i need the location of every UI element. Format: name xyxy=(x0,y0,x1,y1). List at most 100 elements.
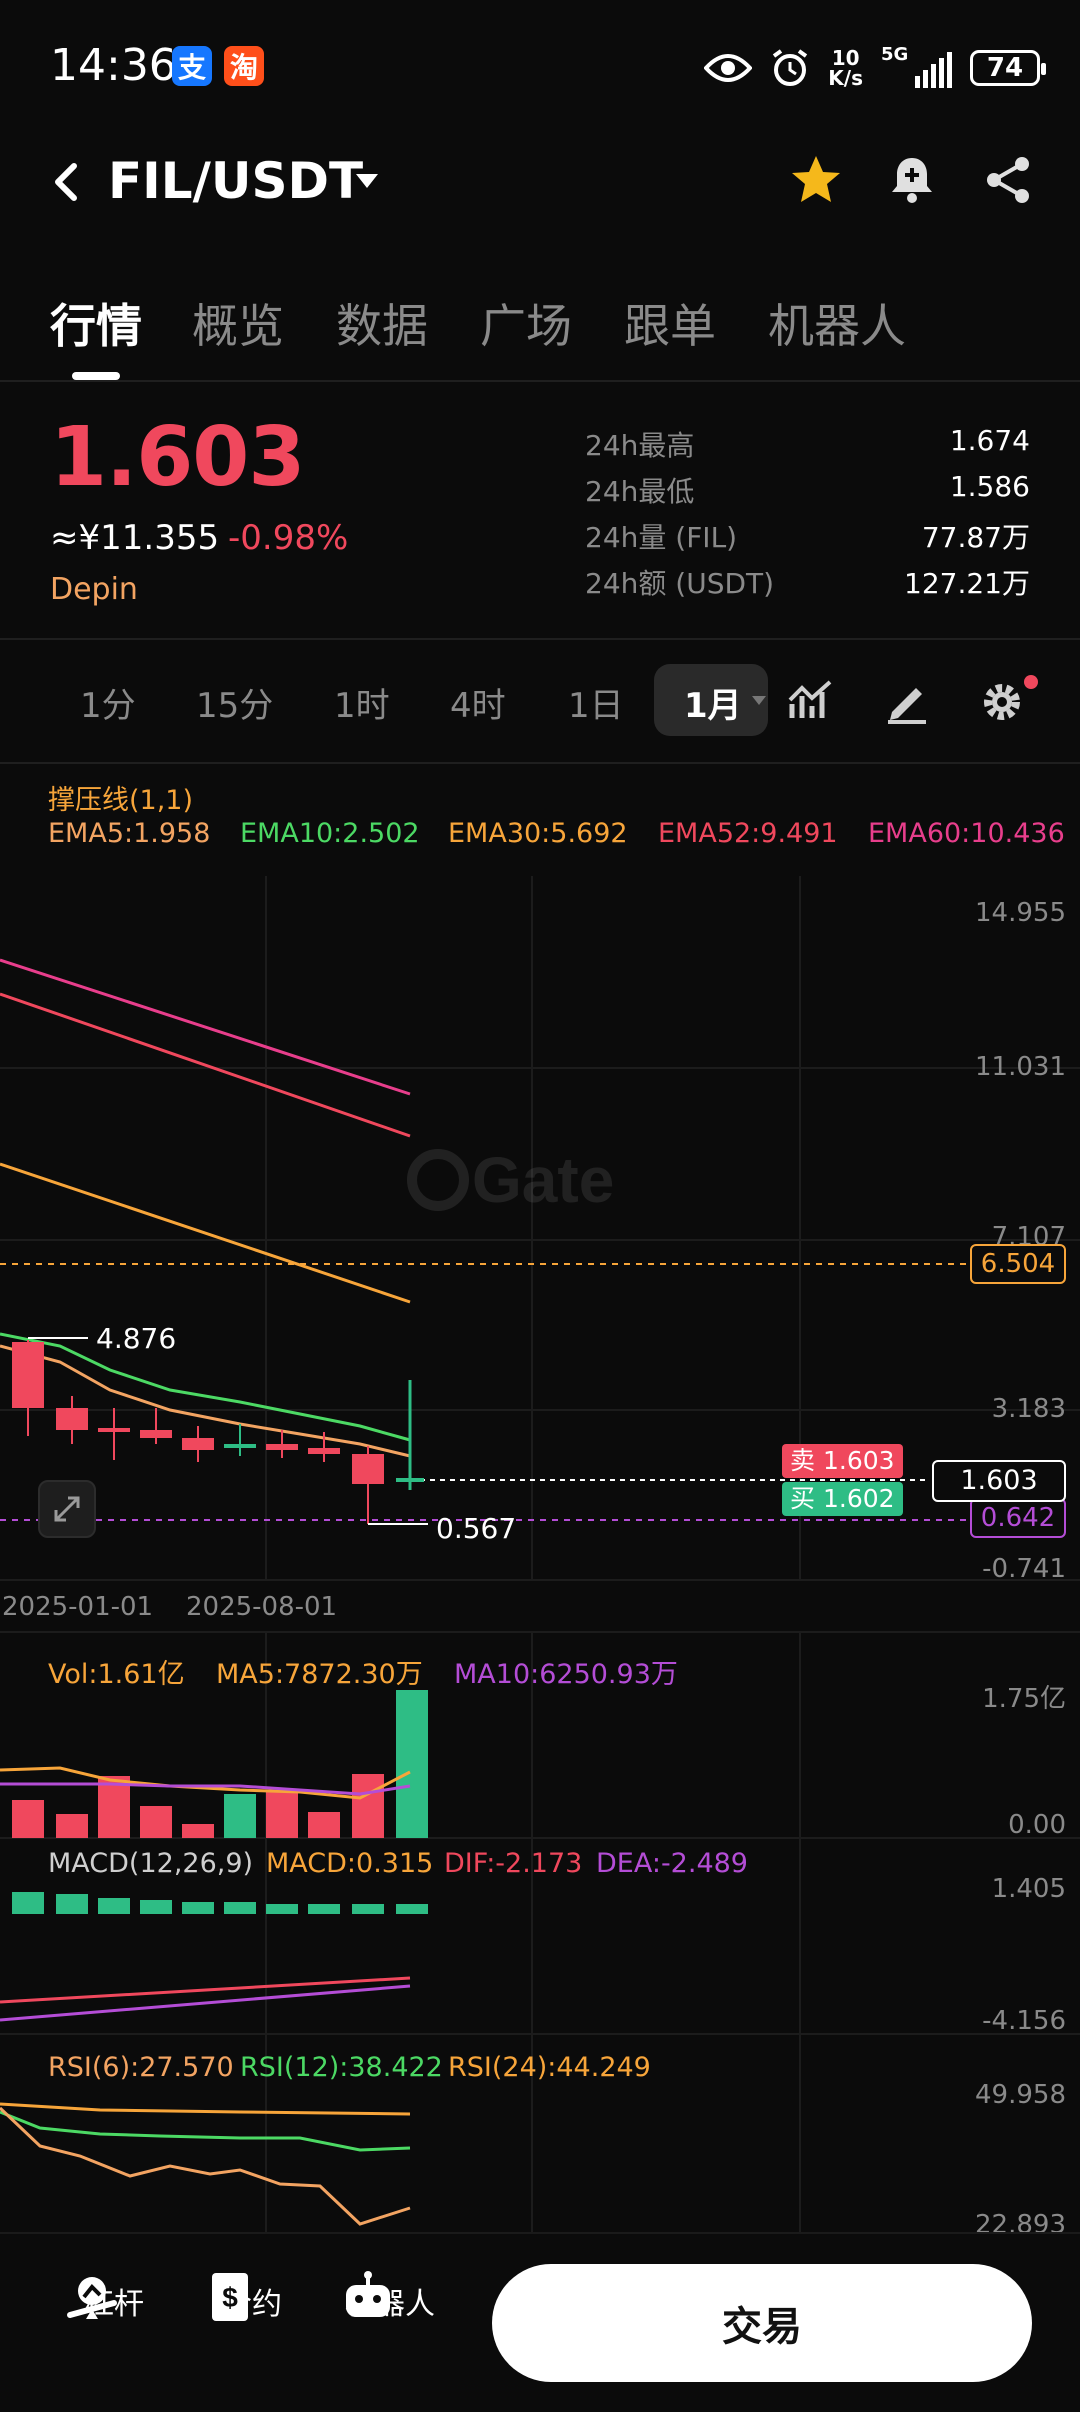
stat-value-high: 1.674 xyxy=(949,424,1030,457)
bid-tag: 买 1.602 xyxy=(782,1482,903,1516)
ema52-line xyxy=(0,992,411,1138)
caret-down-icon xyxy=(752,696,766,705)
pair-title[interactable]: FIL/USDT xyxy=(108,152,364,210)
bottom-action-bar: 杠杆 $ 合约 机器人 交易 xyxy=(0,2232,1080,2412)
volume-bars xyxy=(12,1690,428,1838)
nav-robot[interactable]: 机器人 xyxy=(340,2269,440,2323)
chart-grid xyxy=(0,876,1080,2232)
interval-1m[interactable]: 1分 xyxy=(80,686,136,726)
active-tab-indicator xyxy=(72,372,120,380)
taobao-icon: 淘 xyxy=(224,46,264,86)
chevron-down-icon[interactable] xyxy=(356,174,378,188)
volume-y-top: 1.75亿 xyxy=(982,1684,1066,1714)
tab-square[interactable]: 广场 xyxy=(480,299,572,353)
x-tick-2: 2025-08-01 xyxy=(186,1592,338,1622)
resistance-price-label: 6.504 xyxy=(970,1244,1066,1284)
y-tick-2: 11.031 xyxy=(975,1052,1066,1082)
contract-icon: $ xyxy=(212,2273,248,2321)
fullscreen-button[interactable] xyxy=(38,1480,96,1538)
divider xyxy=(0,380,1080,382)
svg-text:$: $ xyxy=(222,2282,238,2313)
tab-data[interactable]: 数据 xyxy=(336,299,428,353)
gate-watermark: Gate xyxy=(407,1144,614,1216)
ema52-legend: EMA52:9.491 xyxy=(658,818,838,849)
ema5-legend: EMA5:1.958 xyxy=(48,818,211,849)
alarm-icon xyxy=(773,49,808,86)
category-tag[interactable]: Depin xyxy=(50,572,138,607)
macd-title: MACD(12,26,9) xyxy=(48,1848,254,1879)
bid-label: 买 xyxy=(790,1484,816,1513)
indicator-title: 撑压线(1,1) xyxy=(48,785,194,816)
interval-month[interactable]: 1月 xyxy=(654,664,768,736)
macd-dea: DEA:-2.489 xyxy=(596,1848,748,1879)
nav-leverage[interactable]: 杠杆 xyxy=(64,2269,164,2323)
price-change: -0.98% xyxy=(228,518,349,558)
status-bar: 14:36 支 淘 10 K/s 5G 74 xyxy=(0,0,1080,130)
support-price-label: 0.642 xyxy=(970,1498,1066,1538)
interval-4h[interactable]: 4时 xyxy=(450,686,506,726)
tab-overview[interactable]: 概览 xyxy=(192,299,284,353)
share-icon[interactable] xyxy=(980,152,1036,208)
ema10-line xyxy=(0,1332,411,1442)
nav-contract[interactable]: $ 合约 xyxy=(202,2269,302,2323)
candles xyxy=(12,1340,424,1524)
back-arrow-icon[interactable] xyxy=(50,160,82,204)
rsi-y-top: 49.958 xyxy=(975,2080,1066,2110)
divider xyxy=(0,762,1080,764)
battery-icon: 74 xyxy=(970,50,1046,86)
eye-icon xyxy=(704,54,753,82)
signal-icon: 5G xyxy=(881,44,952,88)
macd-y-top: 1.405 xyxy=(991,1874,1066,1904)
macd-dea-line xyxy=(0,1984,411,2022)
tab-copy-trade[interactable]: 跟单 xyxy=(624,299,716,353)
ask-tag: 卖 1.603 xyxy=(782,1444,903,1478)
macd-value: MACD:0.315 xyxy=(266,1848,434,1879)
fiat-price: ≈¥11.355 xyxy=(50,518,220,558)
stat-value-low: 1.586 xyxy=(949,470,1030,503)
trade-button[interactable]: 交易 xyxy=(492,2264,1032,2382)
ask-label: 卖 xyxy=(790,1446,816,1475)
tab-market[interactable]: 行情 xyxy=(50,299,142,353)
expand-icon xyxy=(54,1496,80,1522)
interval-1d[interactable]: 1日 xyxy=(568,686,624,726)
ask-value: 1.603 xyxy=(822,1446,895,1475)
bell-plus-icon[interactable] xyxy=(884,152,940,208)
divider xyxy=(0,638,1080,640)
low-marker-label: 0.567 xyxy=(436,1512,517,1545)
y-tick-1: 14.955 xyxy=(975,898,1066,928)
bid-value: 1.602 xyxy=(822,1484,895,1513)
macd-dif-line xyxy=(0,1976,411,2004)
star-icon[interactable] xyxy=(788,152,844,208)
ema60-legend: EMA60:10.436 xyxy=(868,818,1065,849)
last-price-tag[interactable]: 1.603 xyxy=(932,1460,1066,1502)
draw-pen-icon[interactable] xyxy=(884,678,930,724)
x-tick-1: 2025-01-01 xyxy=(2,1592,154,1622)
interval-1h[interactable]: 1时 xyxy=(334,686,390,726)
y-tick-5: -0.741 xyxy=(982,1554,1066,1584)
volume-ma5-legend: MA5:7872.30万 xyxy=(216,1659,423,1690)
rsi-y-bottom: 22.893 xyxy=(975,2210,1066,2232)
tab-robot[interactable]: 机器人 xyxy=(768,299,906,353)
status-right-icons: 10 K/s 5G 74 xyxy=(704,40,1046,96)
volume-legend: Vol:1.61亿 xyxy=(48,1659,185,1690)
main-tabs: 行情 概览 数据 广场 跟单 机器人 xyxy=(0,280,1080,380)
rsi12-legend: RSI(12):38.422 xyxy=(240,2052,443,2083)
ema30-legend: EMA30:5.692 xyxy=(448,818,628,849)
settings-gear-icon[interactable] xyxy=(978,674,1040,726)
interval-15m[interactable]: 15分 xyxy=(196,686,274,726)
ema30-line xyxy=(0,1162,411,1304)
robot-icon xyxy=(346,2271,390,2317)
leverage-icon xyxy=(67,2277,117,2319)
stat-label-high: 24h最高 xyxy=(585,429,695,462)
rsi12-line xyxy=(0,2110,411,2152)
stat-label-turnover: 24h额 (USDT) xyxy=(585,567,775,600)
ema10-legend: EMA10:2.502 xyxy=(240,818,420,849)
kline-chart[interactable]: Gate xyxy=(0,0,1080,2232)
ema5-line xyxy=(0,1344,411,1458)
y-tick-4: 3.183 xyxy=(991,1394,1066,1424)
rsi24-line xyxy=(0,2102,411,2116)
pair-header: FIL/USDT xyxy=(0,140,1080,220)
macd-dif: DIF:-2.173 xyxy=(444,1848,583,1879)
macd-histogram xyxy=(12,1892,428,1914)
indicator-icon[interactable] xyxy=(788,678,834,724)
